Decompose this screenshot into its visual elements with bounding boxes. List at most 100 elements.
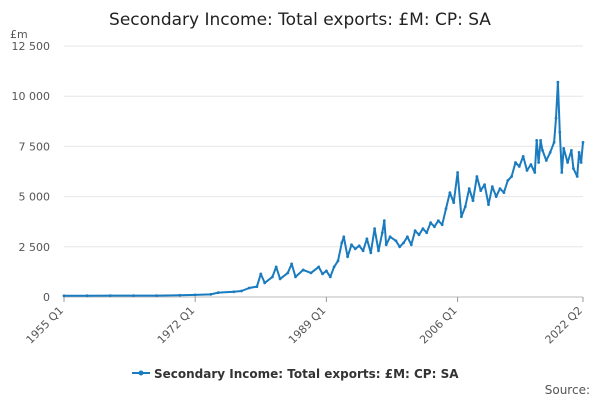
- data-point: [346, 255, 349, 259]
- data-point: [494, 195, 498, 199]
- data-point: [566, 161, 569, 164]
- data-point: [541, 149, 544, 152]
- data-point: [406, 235, 409, 239]
- data-point: [132, 294, 135, 297]
- data-point: [517, 165, 521, 168]
- data-point: [321, 272, 324, 276]
- data-point: [544, 159, 548, 162]
- data-point: [155, 294, 159, 297]
- data-point: [529, 163, 533, 166]
- data-point: [178, 293, 182, 297]
- x-axis-ticks: 1955 Q1 1972 Q1 1989 Q1 2006 Q1 2022 Q2: [24, 297, 586, 347]
- data-point: [525, 169, 529, 172]
- data-point: [255, 285, 259, 288]
- data-point: [336, 259, 340, 263]
- data-point: [539, 139, 542, 142]
- data-point: [467, 187, 471, 191]
- y-axis-unit-label: £m: [10, 28, 28, 41]
- data-point: [552, 141, 556, 144]
- x-tick-label: 1972 Q1: [155, 304, 198, 347]
- data-point: [575, 175, 579, 178]
- legend[interactable]: Secondary Income: Total exports: £M: CP:…: [132, 367, 459, 381]
- data-point: [579, 161, 583, 164]
- y-tick-label: 0: [43, 291, 50, 304]
- data-point: [490, 185, 494, 189]
- data-point: [350, 243, 353, 247]
- data-point: [85, 294, 89, 298]
- x-tick-label: 1989 Q1: [286, 304, 329, 347]
- data-point: [290, 262, 294, 266]
- data-point: [521, 155, 525, 158]
- data-point: [425, 231, 429, 235]
- data-point: [398, 245, 402, 249]
- data-point: [108, 294, 112, 297]
- data-point: [373, 227, 376, 231]
- data-point: [357, 244, 361, 248]
- data-point: [570, 149, 573, 152]
- data-point: [417, 233, 421, 237]
- data-point: [388, 235, 392, 239]
- data-point: [193, 293, 197, 297]
- data-point: [413, 229, 417, 233]
- data-point: [409, 243, 413, 247]
- data-point: [353, 247, 357, 251]
- data-point: [382, 219, 386, 223]
- y-tick-label: 5 000: [19, 191, 51, 204]
- x-tick-label: 2022 Q2: [543, 304, 586, 347]
- y-tick-label: 7 500: [19, 140, 51, 153]
- data-point: [436, 219, 440, 223]
- data-point: [325, 269, 328, 273]
- data-point: [533, 171, 537, 174]
- x-tick-label: 2006 Q1: [417, 304, 460, 347]
- data-point: [286, 271, 290, 275]
- data-point: [448, 191, 452, 195]
- data-point: [502, 191, 506, 195]
- data-point: [301, 268, 305, 272]
- data-point: [460, 215, 463, 219]
- legend-marker: [138, 370, 144, 376]
- x-tick-label: 1955 Q1: [24, 304, 67, 347]
- series-line: [63, 81, 584, 297]
- data-point: [506, 179, 510, 182]
- data-point: [317, 265, 321, 269]
- data-point: [475, 175, 479, 178]
- data-point: [581, 141, 585, 144]
- data-point: [444, 207, 448, 211]
- data-point: [402, 241, 405, 245]
- data-point: [342, 235, 346, 239]
- data-point: [456, 171, 459, 174]
- data-point: [429, 221, 432, 225]
- y-tick-label: 10 000: [12, 90, 51, 103]
- data-point: [380, 231, 384, 235]
- data-point: [537, 161, 540, 164]
- chart-title: Secondary Income: Total exports: £M: CP:…: [109, 10, 491, 30]
- data-point: [271, 275, 274, 279]
- data-point: [487, 203, 490, 207]
- data-point: [421, 227, 425, 231]
- data-point: [232, 290, 236, 294]
- data-point: [259, 272, 263, 276]
- data-point: [577, 151, 581, 154]
- data-point: [440, 223, 444, 227]
- data-point: [394, 239, 398, 243]
- data-point: [332, 265, 336, 269]
- data-point: [278, 277, 282, 281]
- data-point: [328, 275, 332, 279]
- data-point: [369, 251, 373, 255]
- data-point: [562, 147, 566, 150]
- data-point: [572, 167, 575, 170]
- data-point: [309, 271, 313, 275]
- data-point: [514, 161, 517, 164]
- data-point: [384, 243, 388, 247]
- y-tick-label: 2 500: [19, 241, 51, 254]
- data-point: [479, 189, 483, 193]
- data-point: [452, 201, 456, 205]
- legend-label: Secondary Income: Total exports: £M: CP:…: [154, 367, 459, 381]
- data-point: [471, 199, 475, 203]
- data-point: [361, 249, 365, 253]
- data-point: [558, 130, 562, 134]
- data-point: [209, 293, 213, 296]
- y-tick-label: 12 500: [12, 40, 51, 53]
- data-point: [535, 139, 539, 142]
